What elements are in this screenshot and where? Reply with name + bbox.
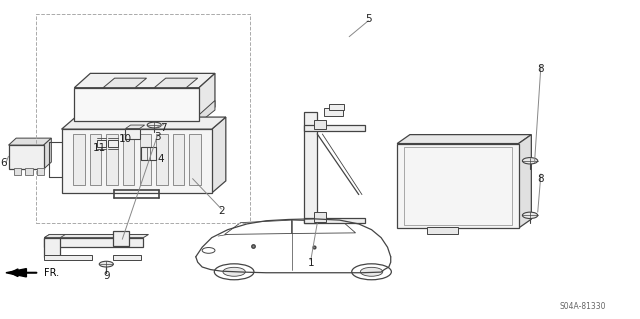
Ellipse shape — [522, 158, 538, 164]
Bar — [329, 104, 344, 110]
Polygon shape — [74, 73, 215, 88]
Ellipse shape — [352, 264, 392, 280]
Bar — [156, 134, 168, 185]
Bar — [44, 255, 92, 260]
Polygon shape — [44, 234, 148, 238]
Polygon shape — [292, 220, 356, 234]
Polygon shape — [212, 117, 226, 193]
Text: 5: 5 — [365, 14, 372, 24]
Polygon shape — [44, 138, 51, 169]
Ellipse shape — [331, 111, 336, 114]
Bar — [106, 134, 118, 185]
Polygon shape — [125, 125, 145, 129]
Text: 3: 3 — [154, 132, 161, 142]
Text: 9: 9 — [103, 271, 109, 281]
Bar — [173, 134, 184, 185]
Text: 6: 6 — [1, 158, 7, 168]
Bar — [428, 227, 458, 234]
Ellipse shape — [147, 122, 161, 128]
Ellipse shape — [214, 264, 254, 280]
Bar — [36, 168, 44, 175]
Bar — [97, 140, 106, 147]
Bar — [324, 108, 343, 116]
Ellipse shape — [123, 239, 129, 241]
Text: 8: 8 — [538, 63, 544, 74]
Bar — [25, 168, 33, 175]
Ellipse shape — [522, 212, 538, 219]
Text: 10: 10 — [119, 134, 132, 144]
Bar — [13, 168, 21, 175]
Bar — [189, 134, 201, 185]
Ellipse shape — [116, 239, 122, 241]
Polygon shape — [154, 78, 198, 88]
Bar — [403, 147, 512, 225]
Polygon shape — [175, 121, 191, 129]
Ellipse shape — [360, 267, 383, 276]
Bar — [314, 120, 326, 129]
Bar — [305, 218, 365, 223]
Ellipse shape — [334, 106, 339, 109]
Ellipse shape — [202, 248, 215, 253]
Bar — [140, 134, 151, 185]
Polygon shape — [6, 269, 26, 277]
Text: 11: 11 — [93, 143, 106, 153]
Text: 4: 4 — [157, 154, 164, 165]
Bar — [125, 129, 140, 139]
Bar — [108, 140, 118, 147]
Bar — [141, 147, 156, 160]
Ellipse shape — [223, 267, 245, 276]
Ellipse shape — [438, 229, 446, 233]
Bar — [61, 129, 212, 193]
Polygon shape — [397, 135, 531, 144]
Polygon shape — [103, 78, 147, 88]
Ellipse shape — [99, 261, 113, 267]
Bar — [305, 112, 317, 223]
Bar — [113, 231, 129, 246]
Ellipse shape — [96, 241, 104, 244]
Polygon shape — [61, 117, 226, 129]
Bar — [314, 212, 326, 222]
Polygon shape — [518, 135, 531, 228]
Text: FR.: FR. — [44, 268, 60, 278]
Polygon shape — [225, 220, 292, 234]
Bar — [8, 145, 44, 169]
Polygon shape — [199, 100, 215, 123]
Polygon shape — [86, 121, 102, 129]
Bar — [305, 125, 365, 131]
Polygon shape — [8, 138, 51, 145]
Text: S04A-81330: S04A-81330 — [559, 302, 605, 311]
Ellipse shape — [317, 216, 323, 219]
Text: 1: 1 — [307, 258, 314, 268]
Bar — [123, 134, 134, 185]
Bar — [397, 144, 518, 228]
Ellipse shape — [80, 241, 88, 244]
Bar — [44, 238, 143, 247]
Text: 8: 8 — [538, 174, 544, 184]
Bar — [113, 255, 141, 260]
Bar — [74, 88, 199, 121]
Text: 7: 7 — [161, 122, 167, 133]
Bar — [44, 238, 60, 257]
Bar — [73, 134, 84, 185]
Text: 2: 2 — [218, 205, 225, 216]
Polygon shape — [44, 234, 65, 238]
Bar — [90, 134, 101, 185]
Bar — [36, 14, 250, 223]
Polygon shape — [199, 73, 215, 121]
Ellipse shape — [317, 121, 323, 125]
